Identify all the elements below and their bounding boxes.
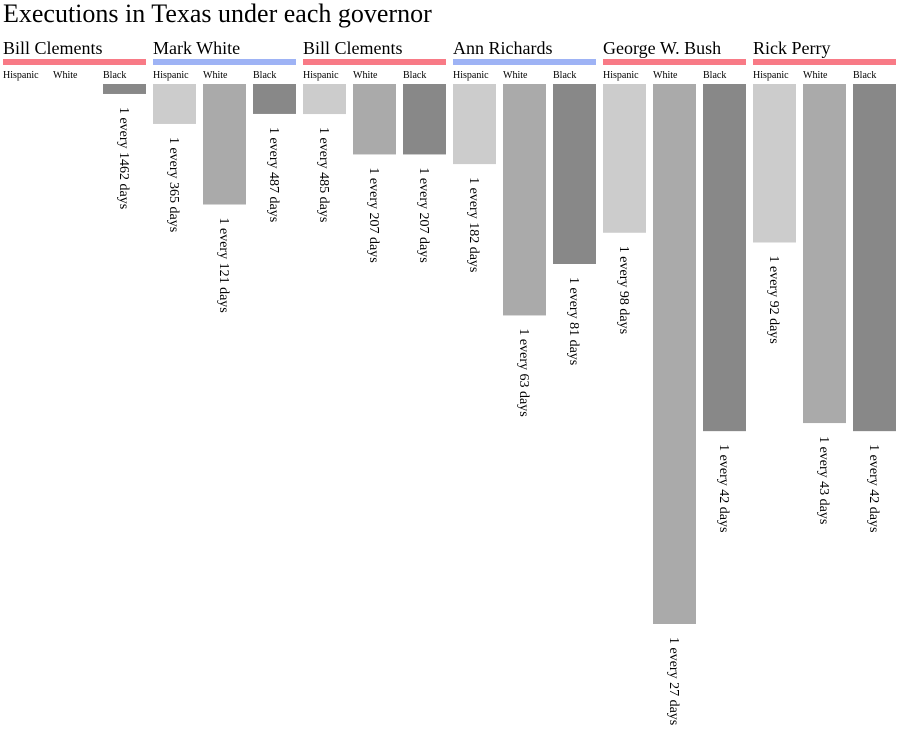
governor-group: George W. Bush Hispanic 1 every 98 days Whi… <box>603 38 746 725</box>
bar-label: 1 every 98 days <box>616 246 631 334</box>
party-bar <box>603 59 746 65</box>
bar-label: 1 every 42 days <box>866 444 881 532</box>
race-label: Hispanic <box>303 70 339 81</box>
governor-group: Bill Clements Hispanic 1 every 485 days Whi… <box>303 38 446 263</box>
bar <box>353 84 396 155</box>
bar <box>553 84 596 264</box>
bar <box>603 84 646 233</box>
bar <box>203 84 246 205</box>
race-label: Black <box>403 70 426 81</box>
race-label: White <box>53 70 78 81</box>
governor-group: Bill Clements Hispanic White Black 1 every 1… <box>3 38 146 209</box>
race-label: Hispanic <box>753 70 789 81</box>
bar <box>853 84 896 432</box>
bar-label: 1 every 1462 days <box>116 107 131 209</box>
governor-group: Ann Richards Hispanic 1 every 182 days Whit… <box>453 38 596 417</box>
bar <box>153 84 196 124</box>
bar <box>303 84 346 115</box>
governor-name: George W. Bush <box>603 38 721 58</box>
party-bar <box>453 59 596 65</box>
party-bar <box>303 59 446 65</box>
party-bar <box>3 59 146 65</box>
race-label: Hispanic <box>603 70 639 81</box>
bar-label: 1 every 121 days <box>216 217 231 312</box>
bar-label: 1 every 207 days <box>366 167 381 262</box>
bar-label: 1 every 27 days <box>666 637 681 725</box>
bar-label: 1 every 42 days <box>716 444 731 532</box>
bar-label: 1 every 63 days <box>516 328 531 416</box>
race-label: Black <box>703 70 726 81</box>
bar <box>653 84 696 624</box>
race-label: Hispanic <box>153 70 189 81</box>
governor-name: Rick Perry <box>753 38 830 58</box>
bar <box>403 84 446 155</box>
governor-group: Mark White Hispanic 1 every 365 days White 1… <box>153 38 296 313</box>
bar <box>253 84 296 114</box>
race-label: White <box>653 70 678 81</box>
bar-label: 1 every 92 days <box>766 255 781 343</box>
bar <box>703 84 746 432</box>
bar <box>103 84 146 94</box>
bar <box>503 84 546 316</box>
race-label: Hispanic <box>453 70 489 81</box>
bar-label: 1 every 487 days <box>266 127 281 222</box>
bar <box>453 84 496 165</box>
race-label: White <box>203 70 228 81</box>
bar-label: 1 every 43 days <box>816 436 831 524</box>
race-label: Black <box>553 70 576 81</box>
bar <box>753 84 796 243</box>
governor-group: Rick Perry Hispanic 1 every 92 days White 1 … <box>753 38 896 532</box>
bar-label: 1 every 365 days <box>166 137 181 232</box>
bar-label: 1 every 81 days <box>566 277 581 365</box>
race-label: Black <box>853 70 876 81</box>
race-label: White <box>503 70 528 81</box>
race-label: Hispanic <box>3 70 39 81</box>
race-label: Black <box>103 70 126 81</box>
governor-name: Bill Clements <box>303 38 403 58</box>
race-label: Black <box>253 70 276 81</box>
governor-name: Bill Clements <box>3 38 103 58</box>
chart-title: Executions in Texas under each governor <box>3 0 432 28</box>
party-bar <box>153 59 296 65</box>
bar-label: 1 every 485 days <box>316 127 331 222</box>
race-label: White <box>353 70 378 81</box>
governor-name: Ann Richards <box>453 38 552 58</box>
bar <box>803 84 846 424</box>
bar-label: 1 every 207 days <box>416 167 431 262</box>
race-label: White <box>803 70 828 81</box>
party-bar <box>753 59 896 65</box>
bar-label: 1 every 182 days <box>466 177 481 272</box>
governor-name: Mark White <box>153 38 240 58</box>
